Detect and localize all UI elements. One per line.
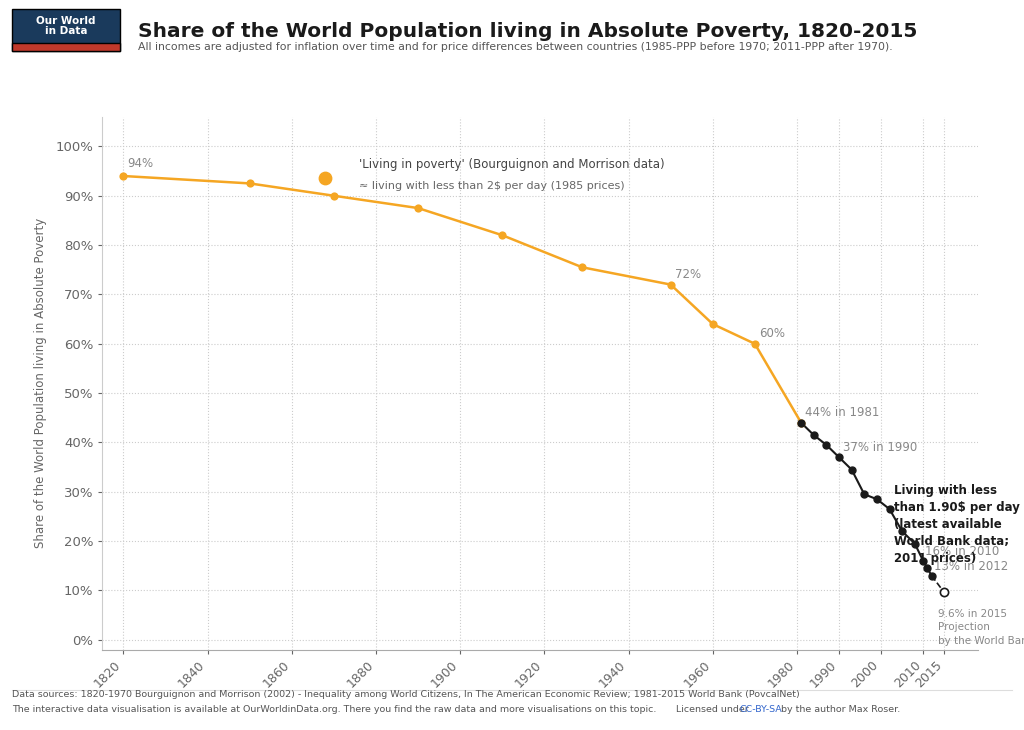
Point	[806, 429, 822, 441]
Point	[317, 172, 334, 184]
Point	[856, 488, 872, 500]
Point	[574, 261, 591, 273]
Point	[936, 587, 952, 599]
Text: 16% in 2010: 16% in 2010	[926, 545, 999, 558]
Point	[116, 170, 132, 182]
Text: All incomes are adjusted for inflation over time and for price differences betwe: All incomes are adjusted for inflation o…	[138, 42, 893, 53]
Point	[242, 177, 258, 189]
Text: 94%: 94%	[128, 157, 154, 169]
Point	[830, 451, 847, 463]
Point	[495, 229, 511, 241]
Text: 'Living in poverty' (Bourguignon and Morrison data): 'Living in poverty' (Bourguignon and Mor…	[359, 158, 665, 171]
Text: Living with less
than 1.90$ per day
(latest available
World Bank data;
2011 pric: Living with less than 1.90$ per day (lat…	[894, 485, 1020, 566]
Point	[410, 202, 426, 214]
Y-axis label: Share of the World Population living in Absolute Poverty: Share of the World Population living in …	[34, 218, 47, 548]
Point	[882, 503, 898, 515]
Text: 13% in 2012: 13% in 2012	[934, 560, 1008, 573]
Point	[326, 190, 342, 201]
Point	[818, 439, 835, 450]
Text: Our World: Our World	[36, 15, 96, 26]
Text: by the author Max Roser.: by the author Max Roser.	[778, 705, 900, 714]
Point	[915, 555, 932, 566]
Text: 37% in 1990: 37% in 1990	[843, 441, 918, 454]
Point	[906, 538, 923, 550]
Point	[844, 464, 860, 475]
Text: The interactive data visualisation is available at OurWorldinData.org. There you: The interactive data visualisation is av…	[12, 705, 656, 714]
Text: CC-BY-SA: CC-BY-SA	[739, 705, 782, 714]
Text: Share of the World Population living in Absolute Poverty, 1820-2015: Share of the World Population living in …	[138, 22, 918, 41]
Point	[793, 417, 809, 429]
Point	[868, 493, 885, 505]
Point	[894, 526, 910, 537]
Point	[924, 570, 940, 582]
Text: 72%: 72%	[675, 268, 701, 280]
Point	[793, 417, 809, 429]
Text: Data sources: 1820-1970 Bourguignon and Morrison (2002) - Inequality among World: Data sources: 1820-1970 Bourguignon and …	[12, 691, 800, 699]
Text: in Data: in Data	[45, 26, 87, 36]
Text: ≈ living with less than 2$ per day (1985 prices): ≈ living with less than 2$ per day (1985…	[359, 182, 625, 191]
Point	[663, 279, 679, 291]
Point	[920, 562, 936, 574]
Text: 60%: 60%	[759, 327, 785, 340]
Text: 9.6% in 2015
Projection
by the World Bank: 9.6% in 2015 Projection by the World Ban…	[938, 610, 1024, 645]
Point	[746, 338, 763, 350]
Point	[705, 318, 721, 330]
Text: Licensed under: Licensed under	[676, 705, 752, 714]
Text: 44% in 1981: 44% in 1981	[805, 407, 880, 419]
